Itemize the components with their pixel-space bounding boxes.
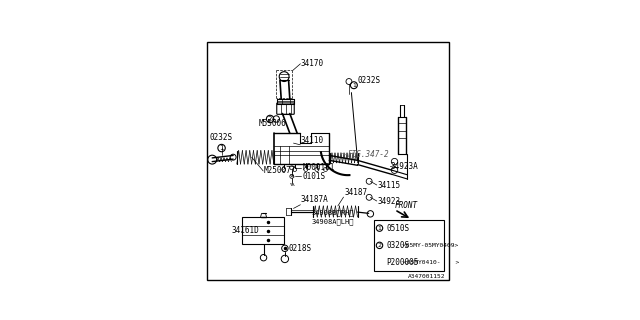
Text: <05MY-05MY0409>: <05MY-05MY0409> (403, 243, 460, 248)
Text: 34161D: 34161D (232, 226, 260, 235)
Text: 0320S: 0320S (387, 241, 410, 250)
Text: M250077: M250077 (264, 166, 296, 175)
Text: 1: 1 (378, 226, 381, 231)
Text: FIG.347-2: FIG.347-2 (348, 150, 389, 159)
Text: 2: 2 (378, 243, 381, 248)
Text: M55006: M55006 (259, 119, 287, 128)
Text: 0218S: 0218S (289, 244, 312, 253)
Text: 34170: 34170 (301, 59, 324, 68)
Text: 34908A〈LH〉: 34908A〈LH〉 (312, 218, 355, 225)
Text: 1: 1 (220, 145, 224, 151)
Text: 2: 2 (268, 116, 272, 122)
Text: 0101S: 0101S (302, 172, 325, 181)
Text: FRONT: FRONT (394, 202, 418, 211)
Text: 0232S: 0232S (357, 76, 380, 85)
FancyBboxPatch shape (276, 103, 294, 114)
Text: 34923: 34923 (378, 196, 401, 205)
Text: 34923A: 34923A (391, 162, 419, 171)
Text: 1: 1 (352, 83, 356, 88)
Text: 34110: 34110 (301, 136, 324, 145)
Text: P200005: P200005 (387, 258, 419, 267)
Text: A347001152: A347001152 (408, 274, 445, 279)
Bar (242, 217, 284, 244)
Text: M000181: M000181 (302, 163, 335, 172)
Text: 0232S: 0232S (210, 133, 233, 142)
Bar (374, 220, 444, 271)
Text: 34187: 34187 (344, 188, 367, 196)
Text: 34115: 34115 (378, 180, 401, 189)
Text: <05MY0410-    >: <05MY0410- > (403, 260, 460, 265)
Text: 0510S: 0510S (387, 224, 410, 233)
Text: 34908B〈RH〉: 34908B〈RH〉 (312, 210, 355, 216)
Text: 34187A: 34187A (301, 195, 329, 204)
